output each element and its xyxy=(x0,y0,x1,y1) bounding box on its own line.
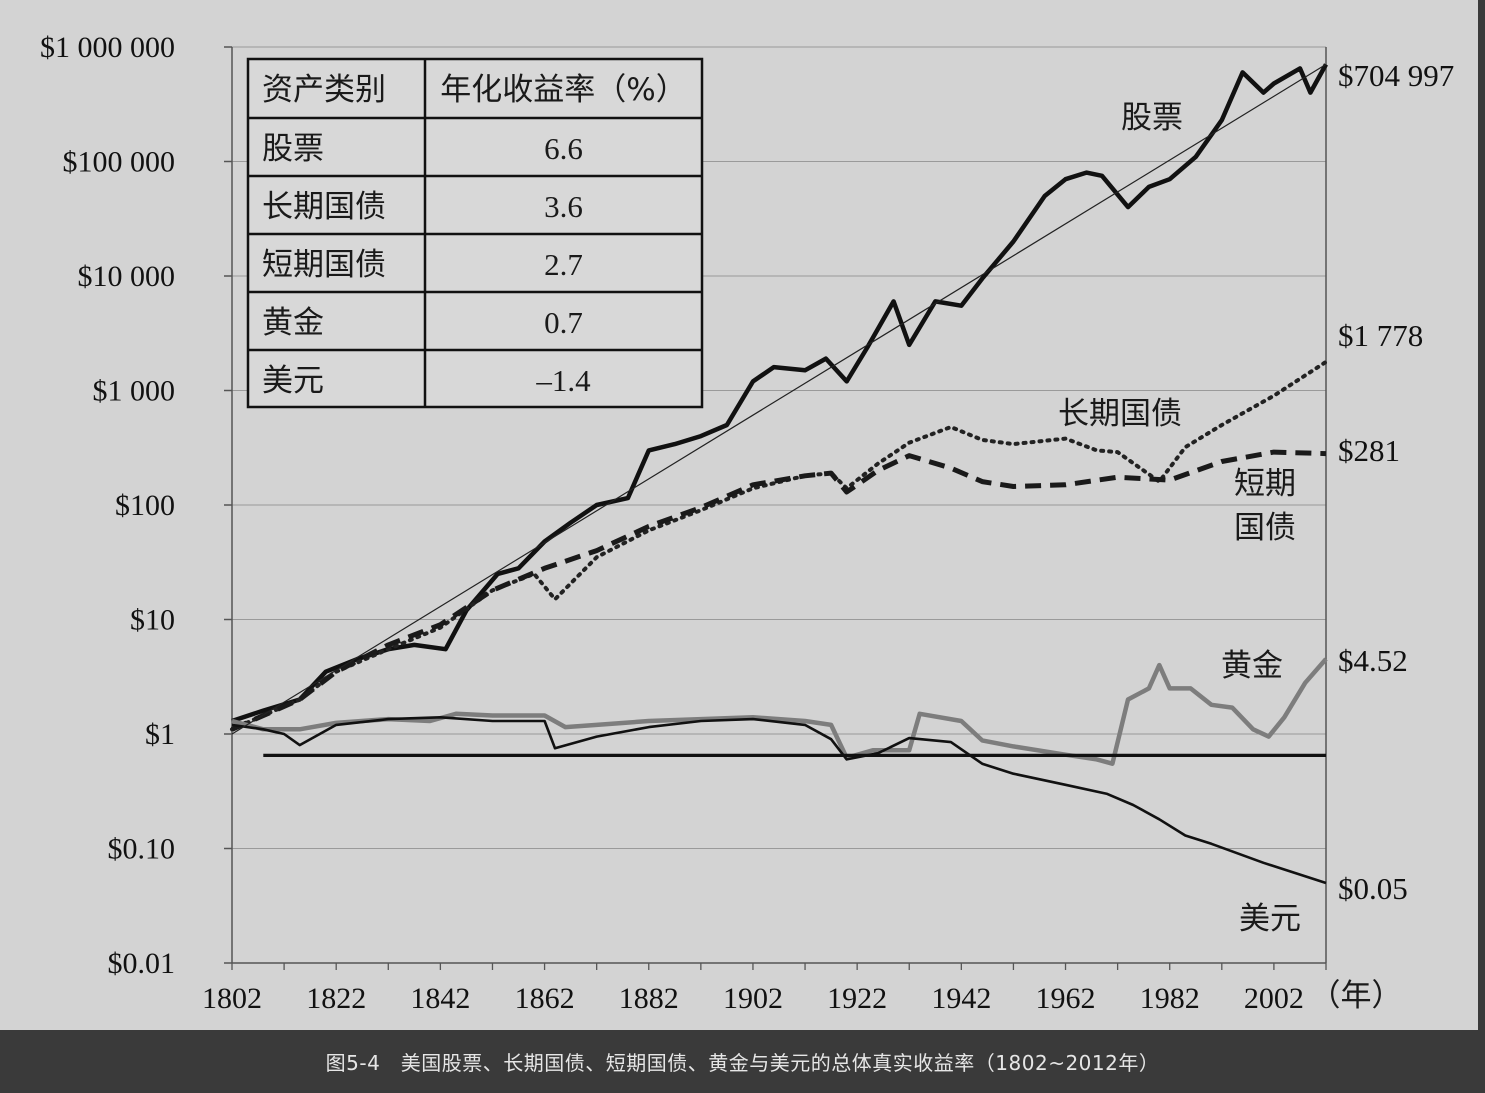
caption-bar: 图5-4 美国股票、长期国债、短期国债、黄金与美元的总体真实收益率（1802~2… xyxy=(0,1030,1485,1093)
x-tick-label-10: 2002 xyxy=(1244,982,1304,1015)
return-table: 资产类别 年化收益率（%） 股票 6.6 长期国债 3.6 短期国债 2.7 黄金 0.7 美元 –1… xyxy=(246,57,704,409)
end-label-dollar: $0.05 xyxy=(1338,871,1408,906)
table-header-asset: 资产类别 xyxy=(262,72,386,108)
end-label-gold: $4.52 xyxy=(1338,643,1408,678)
table-cell-asset-1: 长期国债 xyxy=(262,189,386,225)
table-cell-asset-3: 黄金 xyxy=(262,305,324,341)
y-tick-label-4: $100 xyxy=(115,489,175,522)
y-tick-label-2: $1 xyxy=(145,718,175,751)
table-cell-return-4: –1.4 xyxy=(535,363,591,398)
end-label-long-bonds: $1 778 xyxy=(1338,318,1423,353)
x-tick-label-4: 1882 xyxy=(619,982,679,1015)
series-lines xyxy=(230,63,1328,885)
end-label-bills: $281 xyxy=(1338,433,1400,468)
table-cell-asset-0: 股票 xyxy=(262,131,324,167)
annotation-0: 股票 xyxy=(1121,100,1183,136)
x-tick-label-6: 1922 xyxy=(827,982,887,1015)
y-tick-label-8: $1 000 000 xyxy=(40,31,175,64)
y-tick-label-6: $10 000 xyxy=(78,260,176,293)
y-tick-label-7: $100 000 xyxy=(63,146,176,179)
table-cell-return-0: 6.6 xyxy=(544,131,583,166)
series-line-dollar xyxy=(231,716,1327,885)
y-tick-label-1: $0.10 xyxy=(108,833,176,866)
annotation-2: 短期 xyxy=(1234,466,1296,502)
annotation-5: 美元 xyxy=(1239,901,1301,937)
end-label-stocks: $704 997 xyxy=(1338,58,1454,93)
table-header-return: 年化收益率（%） xyxy=(440,72,686,108)
x-tick-label-8: 1962 xyxy=(1036,982,1096,1015)
x-tick-label-3: 1862 xyxy=(515,982,575,1015)
x-tick-label-5: 1902 xyxy=(723,982,783,1015)
line-chart: $0.01 $0.10 $1 $10 $100 $1 000 $10 000 $100 000… xyxy=(40,31,1454,1015)
y-tick-label-3: $10 xyxy=(130,604,175,637)
axes: $0.01 $0.10 $1 $10 $100 $1 000 $10 000 $100 000… xyxy=(40,31,1403,1015)
x-axis-label: （年） xyxy=(1310,978,1403,1014)
x-tick-label-9: 1982 xyxy=(1140,982,1200,1015)
figure-caption: 图5-4 美国股票、长期国债、短期国债、黄金与美元的总体真实收益率（1802~2… xyxy=(325,1051,1160,1075)
annotation-3: 国债 xyxy=(1234,510,1296,546)
table-cell-asset-4: 美元 xyxy=(262,363,324,399)
series-line-bills xyxy=(230,449,1327,732)
annotation-1: 长期国债 xyxy=(1058,396,1182,432)
x-tick-label-0: 1802 xyxy=(202,982,262,1015)
x-tick-label-2: 1842 xyxy=(410,982,470,1015)
table-cell-return-2: 2.7 xyxy=(544,247,583,282)
figure-panel: $0.01 $0.10 $1 $10 $100 $1 000 $10 000 $100 000… xyxy=(0,0,1478,1030)
y-tick-label-5: $1 000 xyxy=(93,375,176,408)
series-line-stocks xyxy=(231,63,1328,724)
x-tick-label-1: 1822 xyxy=(306,982,366,1015)
table-cell-return-1: 3.6 xyxy=(544,189,583,224)
table-cell-return-3: 0.7 xyxy=(544,305,583,340)
series-line-trend-line xyxy=(231,63,1327,735)
series-line-gold xyxy=(231,657,1328,766)
x-tick-label-7: 1942 xyxy=(931,982,991,1015)
table-cell-asset-2: 短期国债 xyxy=(262,247,386,283)
y-tick-label-0: $0.01 xyxy=(108,947,176,980)
annotation-4: 黄金 xyxy=(1221,648,1283,684)
series-labels: $704 997 $1 778 $281 $4.52 $0.05 股票长期国债短期国债黄金… xyxy=(1058,58,1454,937)
